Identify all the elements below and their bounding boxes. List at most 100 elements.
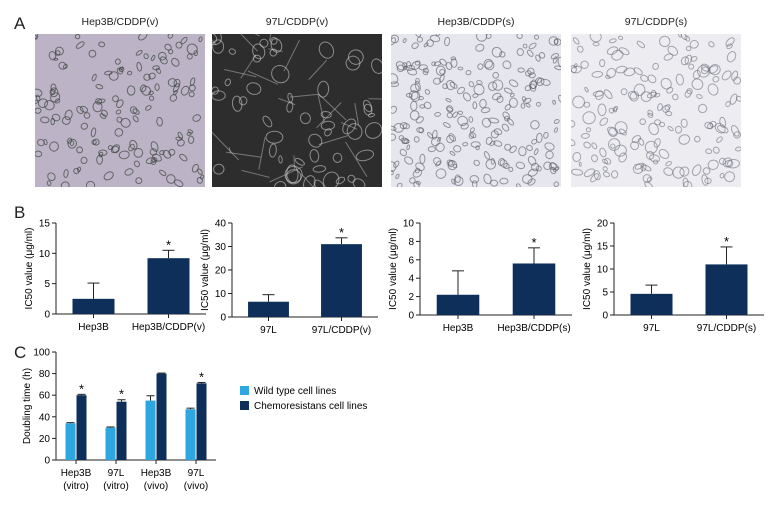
cell-shape (477, 63, 484, 70)
cell-shape (167, 78, 177, 87)
cell-shape (571, 138, 576, 147)
x-tick-label: 97L (108, 468, 125, 479)
cell-shape (647, 74, 657, 84)
cell-shape (431, 61, 436, 67)
cell-shape (135, 49, 143, 56)
cell-shape (444, 36, 451, 47)
cell-shape (481, 117, 492, 128)
cell-shape (496, 95, 504, 103)
cell-shape (476, 79, 483, 85)
cell-process (283, 39, 301, 72)
cell-shape (111, 145, 120, 154)
cell-shape (705, 148, 713, 155)
panel-label-c: C (14, 343, 27, 362)
cell-shape (169, 94, 178, 102)
doubling-time-chart: Doubling time (h) 0 20 40 60 80 100 * Hep3B (vitr… (22, 348, 367, 493)
cell-shape (473, 83, 485, 96)
cell-shape (675, 73, 684, 86)
cell-shape (415, 162, 425, 172)
cell-shape (76, 146, 84, 154)
cell-shape (524, 85, 532, 92)
y-tick-label: 2 (408, 292, 414, 303)
cell-shape (664, 104, 671, 111)
cell-shape (707, 159, 719, 170)
cell-shape (324, 128, 332, 137)
cell-shape (443, 122, 451, 128)
cell-shape (48, 51, 57, 61)
cell-shape (535, 132, 543, 144)
cell-shape (476, 34, 488, 42)
cell-shape (584, 86, 589, 93)
y-axis-label: IC50 value (μg/ml) (24, 228, 35, 310)
cell-shape (680, 56, 689, 66)
cell-shape (597, 103, 607, 117)
cell-shape (49, 87, 59, 98)
cell-shape (685, 45, 692, 52)
cell-shape (553, 119, 560, 124)
cell-shape (525, 70, 532, 77)
cell-shape (599, 117, 609, 126)
cell-shape (180, 85, 190, 96)
cell-shape (700, 66, 709, 75)
cell-shape (116, 67, 124, 75)
cell-shape (128, 143, 135, 152)
cell-shape (572, 152, 582, 162)
cell-shape (96, 154, 103, 165)
cell-shape (611, 49, 624, 61)
cell-shape (457, 115, 468, 127)
cell-shape (582, 111, 596, 125)
cell-shape (515, 161, 526, 170)
cell-shape (413, 181, 420, 187)
cell-shape (610, 143, 616, 149)
cell-shape (721, 70, 732, 81)
y-tick-label: 5 (44, 279, 50, 290)
cell-shape (527, 168, 539, 177)
y-tick-label: 60 (39, 391, 51, 402)
cell-shape (653, 159, 659, 165)
significance-marker: * (119, 387, 124, 402)
cell-shape (228, 48, 236, 55)
cell-shape (364, 122, 382, 139)
cell-shape (497, 157, 505, 166)
cell-shape (645, 151, 655, 160)
cell-shape (521, 96, 527, 102)
cell-shape (396, 64, 405, 73)
cell-shape (726, 51, 737, 63)
cell-shape (112, 95, 119, 103)
cell-shape (155, 67, 162, 74)
cell-shape (531, 138, 538, 145)
cell-shape (472, 101, 478, 110)
cell-shape (410, 60, 421, 70)
cell-shape (660, 77, 672, 90)
cell-shape (274, 181, 287, 187)
cell-process (317, 94, 325, 123)
micrograph-svg (212, 34, 382, 187)
cell-shape (320, 120, 336, 131)
cell-shape (453, 176, 464, 187)
cell-shape (603, 89, 613, 100)
bar (248, 301, 289, 317)
cell-shape (64, 109, 73, 121)
cell-shape (506, 117, 515, 126)
cell-shape (591, 70, 604, 78)
cell-shape (610, 170, 619, 179)
x-tick-label: Hep3B/CDDP(s) (497, 323, 570, 334)
y-tick-label: 10 (39, 249, 51, 260)
cell-shape (714, 122, 726, 134)
cell-shape (571, 65, 582, 74)
cell-shape (435, 142, 445, 152)
cell-shape (652, 62, 659, 70)
cell-shape (491, 46, 503, 58)
cell-shape (530, 120, 540, 130)
cell-process (301, 173, 314, 187)
cell-shape (674, 125, 683, 134)
cell-shape (433, 157, 442, 166)
cell-shape (80, 156, 88, 164)
cell-shape (422, 70, 429, 76)
cell-shape (469, 175, 480, 184)
cell-shape (401, 138, 409, 145)
cell-shape (198, 36, 203, 43)
cell-process (354, 102, 360, 126)
cell-shape (689, 39, 699, 49)
cell-shape (452, 163, 458, 169)
